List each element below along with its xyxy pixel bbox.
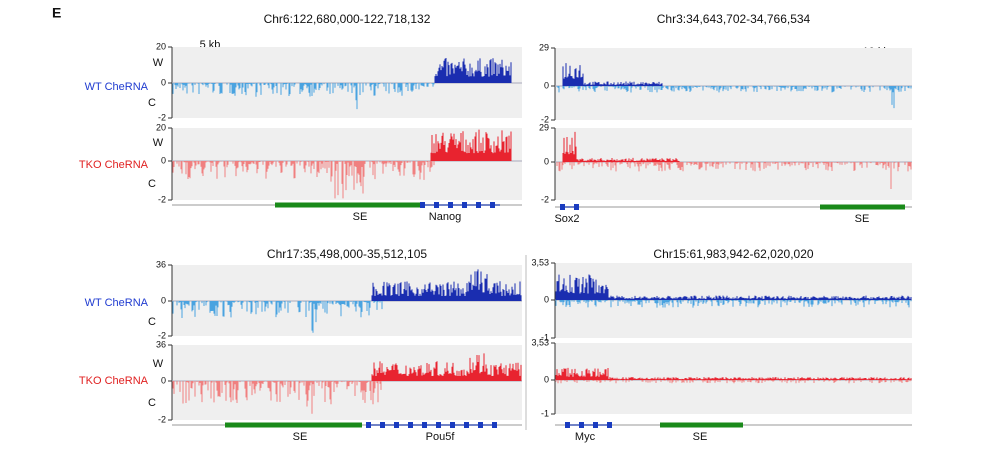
signal-plus xyxy=(555,274,912,300)
signal-minus xyxy=(555,380,912,384)
axis-label: 29 xyxy=(539,42,549,52)
signal-plus xyxy=(371,269,522,301)
signal-minus xyxy=(172,161,435,199)
super-enhancer xyxy=(820,204,905,210)
axis-label: -2 xyxy=(158,414,166,424)
super-enhancer xyxy=(660,422,743,428)
gene-label: Nanog xyxy=(429,211,461,223)
row-label: TKO CheRNA xyxy=(79,375,149,387)
se-label: SE xyxy=(693,431,708,443)
axis-label: 0 xyxy=(544,374,549,384)
se-label: SE xyxy=(855,213,870,225)
axis-label: -2 xyxy=(541,194,549,204)
track-bg xyxy=(555,128,912,200)
locus-title: Chr6:122,680,000-122,718,132 xyxy=(264,12,431,26)
gene-label: Pou5f xyxy=(426,431,456,443)
signal-minus xyxy=(172,301,383,333)
exon xyxy=(380,422,385,428)
exon xyxy=(464,422,469,428)
row-label: WT CheRNA xyxy=(85,297,149,309)
strand-label: C xyxy=(148,397,156,409)
signal-minus xyxy=(555,300,912,308)
exon xyxy=(462,202,467,208)
track-bg xyxy=(555,48,912,120)
locus-title: Chr3:34,643,702-34,766,534 xyxy=(657,12,811,26)
axis-label: 0 xyxy=(161,375,166,385)
axis-label: -1 xyxy=(541,408,549,418)
exon xyxy=(607,422,612,428)
axis-label: 20 xyxy=(156,41,166,51)
axis-label: 36 xyxy=(156,339,166,349)
exon xyxy=(492,422,497,428)
exon xyxy=(476,202,481,208)
strand-label: W xyxy=(153,358,164,370)
exon xyxy=(478,422,483,428)
exon xyxy=(434,202,439,208)
exon xyxy=(574,204,579,210)
exon xyxy=(366,422,371,428)
axis-label: -2 xyxy=(158,330,166,340)
signal-minus xyxy=(172,83,435,110)
strand-label: C xyxy=(148,97,156,109)
exon xyxy=(490,202,495,208)
exon xyxy=(593,422,598,428)
signal-plus xyxy=(430,129,512,161)
exon xyxy=(448,202,453,208)
row-label: WT CheRNA xyxy=(85,81,149,93)
exon xyxy=(436,422,441,428)
strand-label: W xyxy=(153,57,164,69)
exon xyxy=(579,422,584,428)
axis-label: 20 xyxy=(156,122,166,132)
exon xyxy=(394,422,399,428)
signal-plus xyxy=(555,367,912,380)
axis-label: 29 xyxy=(539,122,549,132)
axis-label: 3,53 xyxy=(531,257,549,267)
exon xyxy=(420,202,425,208)
gene-label: Sox2 xyxy=(554,213,579,225)
axis-label: 0 xyxy=(544,80,549,90)
locus-title: Chr15:61,983,942-62,020,020 xyxy=(653,247,813,261)
row-label: TKO CheRNA xyxy=(79,159,149,171)
exon xyxy=(422,422,427,428)
signal-minus xyxy=(556,86,912,109)
axis-label: -2 xyxy=(541,114,549,124)
locus-title: Chr17:35,498,000-35,512,105 xyxy=(267,247,427,261)
signal-plus xyxy=(434,57,512,83)
signal-plus xyxy=(562,63,663,86)
super-enhancer xyxy=(225,422,362,428)
strand-label: C xyxy=(148,178,156,190)
se-label: SE xyxy=(293,431,308,443)
super-enhancer xyxy=(275,202,420,208)
axis-label: 0 xyxy=(161,77,166,87)
axis-label: 36 xyxy=(156,259,166,269)
axis-label: 0 xyxy=(161,155,166,165)
signal-minus xyxy=(172,381,382,414)
signal-minus xyxy=(556,162,912,190)
axis-label: 3,53 xyxy=(531,337,549,347)
axis-label: -2 xyxy=(158,112,166,122)
panel-letter: E xyxy=(52,5,61,21)
se-label: SE xyxy=(353,211,368,223)
axis-label: 0 xyxy=(161,295,166,305)
strand-label: W xyxy=(153,137,164,149)
exon xyxy=(450,422,455,428)
signal-plus xyxy=(371,353,522,381)
strand-label: C xyxy=(148,316,156,328)
exon xyxy=(560,204,565,210)
axis-label: -1 xyxy=(541,332,549,342)
axis-label: 0 xyxy=(544,156,549,166)
axis-label: -2 xyxy=(158,194,166,204)
axis-label: 0 xyxy=(544,294,549,304)
exon xyxy=(565,422,570,428)
signal-plus xyxy=(562,131,680,162)
exon xyxy=(408,422,413,428)
gene-label: Myc xyxy=(575,431,596,443)
